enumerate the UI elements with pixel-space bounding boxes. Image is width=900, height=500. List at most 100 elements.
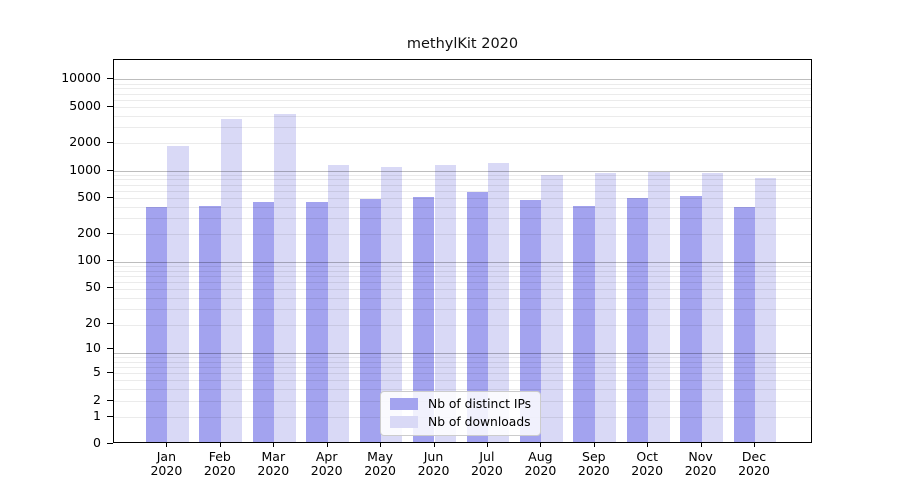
x-tick-year: 2020 (738, 463, 770, 478)
gridline-minor (114, 309, 811, 311)
bar-downloads-feb (220, 119, 243, 442)
y-tick-mark (107, 105, 113, 107)
bar-distinct-ips-may (359, 199, 382, 442)
x-tick-mark (219, 443, 221, 447)
bar-distinct-ips-jun (413, 196, 435, 442)
x-tick-year: 2020 (364, 463, 396, 478)
bar-distinct-ips-jul (466, 192, 488, 442)
gridline-minor (114, 298, 811, 299)
x-tick-year: 2020 (684, 463, 717, 478)
x-tick-month: Dec (741, 449, 767, 464)
bar-downloads-jun (434, 165, 456, 442)
gridline-minor (114, 361, 811, 363)
x-tick-label-oct: Oct 2020 (617, 450, 677, 478)
y-tick-mark (107, 196, 113, 198)
bar-downloads-apr (327, 165, 350, 442)
x-tick-month: Mar (261, 449, 286, 464)
y-tick-label: 500 (77, 188, 101, 204)
x-tick-label-jun: Jun 2020 (404, 450, 464, 478)
x-tick-label-may: May 2020 (350, 450, 410, 478)
x-tick-mark (540, 443, 542, 447)
x-tick-month: Jun (423, 449, 444, 464)
y-tick-label: 2 (93, 391, 101, 407)
gridline-minor (114, 234, 811, 236)
y-tick-label: 200 (77, 225, 101, 240)
x-tick-month: Aug (528, 449, 553, 464)
gridline-major (114, 261, 811, 263)
x-tick-mark (593, 443, 595, 447)
gridline-minor (114, 218, 811, 220)
y-tick-label: 0 (93, 435, 101, 450)
x-tick-mark (273, 443, 275, 447)
bar-downloads-oct (648, 171, 670, 442)
gridline-minor (114, 190, 811, 192)
x-tick-year: 2020 (577, 463, 610, 478)
x-tick-label-jan: Jan 2020 (136, 450, 196, 478)
bar-downloads-jul (487, 163, 510, 442)
x-tick-label-nov: Nov 2020 (671, 450, 731, 478)
x-tick-mark (380, 443, 382, 447)
x-tick-mark (754, 443, 755, 447)
x-tick-label-feb: Feb 2020 (190, 450, 250, 478)
x-tick-label-apr: Apr 2020 (297, 450, 357, 478)
gridline-minor (114, 184, 811, 186)
legend-item: Nb of downloads (390, 415, 531, 429)
x-tick-year: 2020 (631, 463, 664, 478)
y-tick-mark (107, 233, 113, 234)
x-tick-mark (166, 443, 168, 447)
legend-swatch-ips (390, 398, 418, 410)
bar-distinct-ips-mar (252, 202, 275, 442)
y-tick-label: 5 (93, 364, 101, 380)
legend-label: Nb of distinct IPs (428, 397, 532, 411)
x-tick-month: Jul (479, 449, 495, 464)
bar-distinct-ips-feb (199, 206, 221, 442)
plot-area: Nb of distinct IPs Nb of downloads (113, 59, 812, 443)
y-tick-label: 10000 (61, 70, 101, 86)
x-tick-label-mar: Mar 2020 (243, 450, 303, 478)
y-tick-mark (107, 287, 113, 289)
legend-label: Nb of downloads (428, 415, 531, 429)
y-tick-label: 10 (85, 340, 101, 356)
y-tick-label: 2000 (69, 134, 101, 149)
gridline-minor (114, 88, 811, 90)
y-tick-mark (107, 415, 113, 417)
bar-downloads-may (381, 166, 403, 442)
y-tick-label: 5000 (69, 97, 101, 113)
x-tick-month: Sep (582, 449, 606, 464)
legend-swatch-downloads (390, 416, 418, 428)
legend-item: Nb of distinct IPs (390, 397, 531, 411)
y-tick-label: 20 (85, 314, 101, 330)
gridline-minor (114, 99, 811, 101)
y-tick-mark (107, 348, 113, 350)
y-tick-mark (107, 322, 113, 324)
bar-downloads-jan (167, 145, 189, 442)
x-tick-month: Apr (315, 449, 338, 464)
bar-distinct-ips-jan (146, 206, 168, 442)
x-tick-year: 2020 (150, 463, 183, 478)
y-tick-mark (107, 169, 113, 171)
x-tick-label-aug: Aug 2020 (510, 450, 570, 478)
gridline-minor (114, 174, 811, 176)
gridline-minor (114, 115, 811, 117)
bar-downloads-nov (701, 172, 723, 442)
x-tick-year: 2020 (417, 463, 450, 478)
y-tick-label: 1000 (69, 161, 101, 177)
x-tick-year: 2020 (310, 463, 343, 478)
bar-downloads-dec (755, 177, 777, 442)
bar-distinct-ips-aug (520, 199, 542, 442)
bar-downloads-aug (541, 174, 563, 442)
x-tick-month: Feb (208, 449, 231, 464)
bar-distinct-ips-dec (733, 206, 755, 442)
gridline-minor (114, 389, 811, 391)
x-tick-mark (433, 443, 435, 447)
y-tick-mark (107, 443, 113, 444)
x-tick-label-dec: Dec 2020 (724, 450, 784, 478)
legend: Nb of distinct IPs Nb of downloads (380, 391, 542, 436)
x-tick-month: Nov (688, 449, 713, 464)
gridline-major (114, 79, 811, 81)
gridline-minor (114, 106, 811, 108)
y-tick-label: 100 (77, 252, 101, 268)
x-tick-mark (486, 443, 488, 447)
gridline-minor (114, 275, 811, 277)
